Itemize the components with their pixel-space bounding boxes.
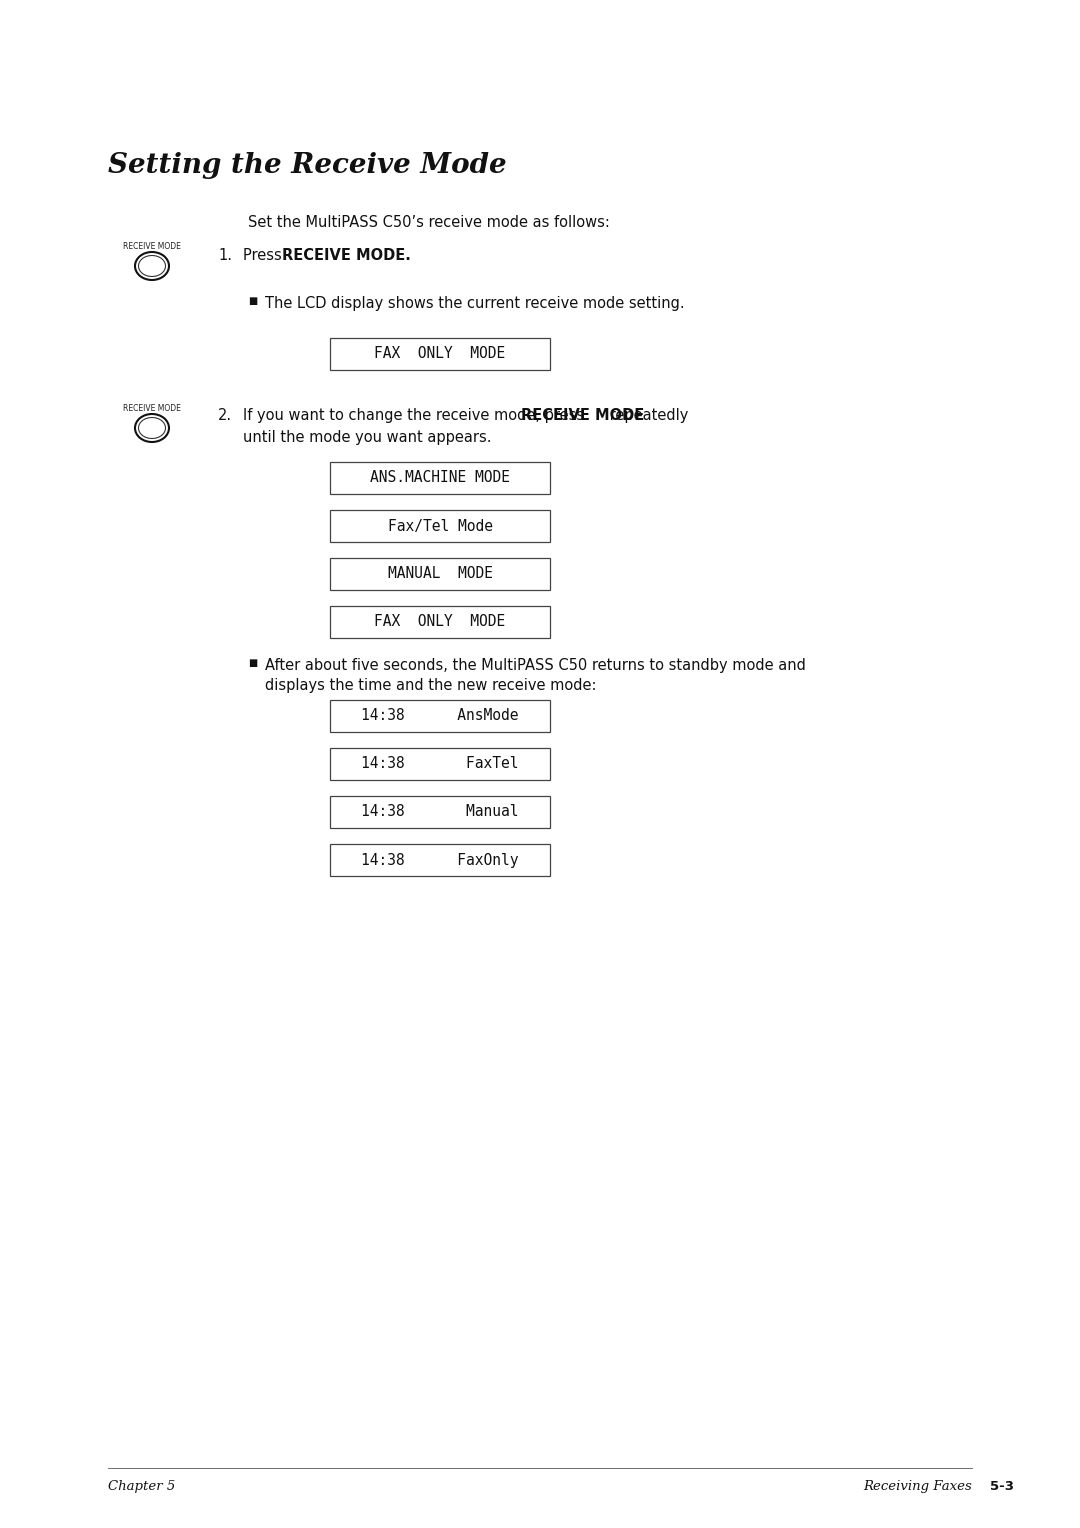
FancyBboxPatch shape [330, 796, 550, 828]
Text: 2.: 2. [218, 408, 232, 423]
Text: 14:38       Manual: 14:38 Manual [361, 805, 518, 819]
Text: Receiving Faxes: Receiving Faxes [863, 1481, 972, 1493]
Text: ■: ■ [248, 296, 258, 306]
Text: repeatedly: repeatedly [605, 408, 689, 423]
Text: 14:38      FaxOnly: 14:38 FaxOnly [361, 853, 518, 868]
FancyBboxPatch shape [330, 607, 550, 639]
Text: Chapter 5: Chapter 5 [108, 1481, 175, 1493]
Text: displays the time and the new receive mode:: displays the time and the new receive mo… [265, 678, 596, 694]
Text: ■: ■ [248, 659, 258, 668]
Text: until the mode you want appears.: until the mode you want appears. [243, 429, 491, 445]
Text: FAX  ONLY  MODE: FAX ONLY MODE [375, 614, 505, 630]
FancyBboxPatch shape [330, 510, 550, 542]
Text: Fax/Tel Mode: Fax/Tel Mode [388, 518, 492, 533]
FancyBboxPatch shape [330, 558, 550, 590]
Text: 1.: 1. [218, 248, 232, 263]
Text: The LCD display shows the current receive mode setting.: The LCD display shows the current receiv… [265, 296, 685, 312]
Text: FAX  ONLY  MODE: FAX ONLY MODE [375, 347, 505, 362]
Text: RECEIVE MODE: RECEIVE MODE [123, 403, 181, 413]
Text: 14:38      AnsMode: 14:38 AnsMode [361, 709, 518, 723]
Text: ANS.MACHINE MODE: ANS.MACHINE MODE [370, 471, 510, 486]
FancyBboxPatch shape [330, 700, 550, 732]
Text: Setting the Receive Mode: Setting the Receive Mode [108, 151, 507, 179]
Text: 5-3: 5-3 [990, 1481, 1014, 1493]
Text: 14:38       FaxTel: 14:38 FaxTel [361, 756, 518, 772]
FancyBboxPatch shape [330, 461, 550, 494]
Text: RECEIVE MODE: RECEIVE MODE [522, 408, 645, 423]
Text: Press: Press [243, 248, 286, 263]
Text: RECEIVE MODE.: RECEIVE MODE. [282, 248, 410, 263]
Text: MANUAL  MODE: MANUAL MODE [388, 567, 492, 582]
Text: Set the MultiPASS C50’s receive mode as follows:: Set the MultiPASS C50’s receive mode as … [248, 215, 610, 231]
FancyBboxPatch shape [330, 749, 550, 779]
FancyBboxPatch shape [330, 843, 550, 876]
Text: After about five seconds, the MultiPASS C50 returns to standby mode and: After about five seconds, the MultiPASS … [265, 659, 806, 672]
FancyBboxPatch shape [330, 338, 550, 370]
Text: RECEIVE MODE: RECEIVE MODE [123, 241, 181, 251]
Text: If you want to change the receive mode, press: If you want to change the receive mode, … [243, 408, 589, 423]
